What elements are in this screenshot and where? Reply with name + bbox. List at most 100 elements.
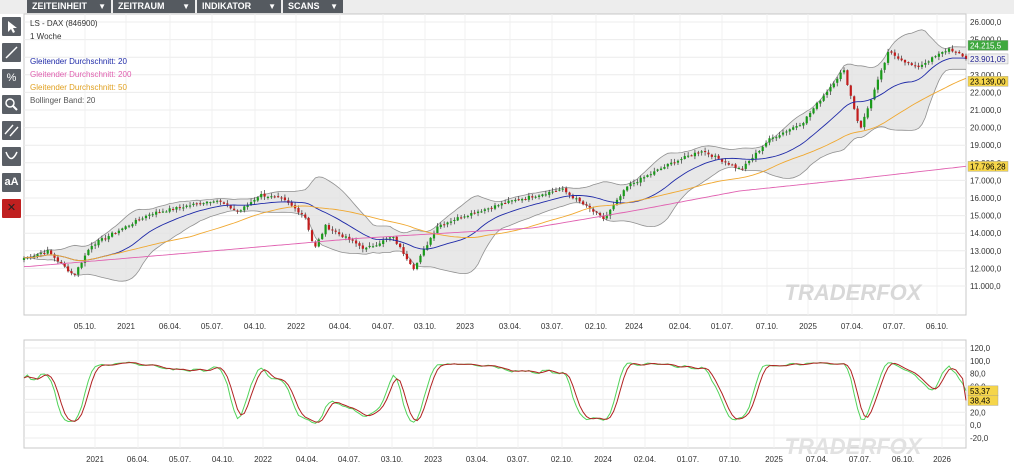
candle xyxy=(399,242,402,249)
parallel-lines-icon[interactable] xyxy=(2,121,21,140)
candle xyxy=(466,214,469,219)
percent-tool-icon[interactable]: % xyxy=(2,69,21,88)
sma50-line xyxy=(23,77,967,262)
candle xyxy=(788,128,791,135)
candle xyxy=(531,194,534,201)
candle xyxy=(639,175,642,187)
candle xyxy=(866,106,869,120)
candle xyxy=(900,55,903,62)
candle xyxy=(832,80,835,89)
line-tool-icon[interactable] xyxy=(2,43,21,62)
candle xyxy=(480,209,483,213)
candle xyxy=(758,150,761,154)
stoch-y-tick-label: -20,0 xyxy=(970,434,989,443)
y-tick-label: 20.000,0 xyxy=(970,124,1002,133)
candle xyxy=(43,249,46,255)
candle xyxy=(50,249,53,255)
candle xyxy=(819,99,822,107)
candle xyxy=(673,158,676,166)
stoch-x-tick-label: 2024 xyxy=(594,455,612,464)
candle xyxy=(863,113,866,130)
candle xyxy=(927,60,930,65)
candle xyxy=(144,214,148,221)
candle xyxy=(870,98,873,112)
candle xyxy=(802,121,805,129)
candle xyxy=(578,197,581,204)
candle xyxy=(907,61,910,66)
candle xyxy=(890,50,893,55)
stoch-tag: 38,43 xyxy=(967,395,999,406)
candle xyxy=(941,51,944,57)
candle xyxy=(165,210,168,213)
candle xyxy=(653,167,656,176)
watermarks: TRADERFOX TRADERFOX xyxy=(785,280,923,459)
x-tick-label: 07.07. xyxy=(883,322,905,331)
menu-indikator[interactable]: INDIKATOR ▼ xyxy=(197,0,281,13)
chevron-down-icon: ▼ xyxy=(268,2,276,11)
candle xyxy=(73,273,76,277)
candle xyxy=(473,209,476,215)
stoch-x-tick-label: 02.10. xyxy=(551,455,573,464)
chart-legend: LS - DAX (846900) 1 Woche Gleitender Dur… xyxy=(30,19,132,105)
candle xyxy=(94,242,97,250)
grid-lines xyxy=(23,13,967,449)
candle xyxy=(202,202,205,206)
candle xyxy=(229,204,232,210)
candle xyxy=(958,50,961,54)
candle xyxy=(568,191,571,199)
traderfox-watermark-lower: TRADERFOX xyxy=(785,434,923,459)
candle xyxy=(507,197,510,205)
candle xyxy=(368,242,371,249)
delete-icon[interactable]: ✕ xyxy=(2,199,21,218)
candle xyxy=(629,181,632,190)
zoom-icon[interactable] xyxy=(2,95,21,114)
menu-scans[interactable]: SCANS ▼ xyxy=(283,0,343,13)
candle xyxy=(809,110,812,121)
candle xyxy=(771,134,774,142)
candle xyxy=(853,95,856,111)
candle xyxy=(205,200,209,206)
y-tick-label: 12.000,0 xyxy=(970,264,1002,273)
candle xyxy=(412,262,415,271)
candle xyxy=(690,154,693,157)
candle xyxy=(880,68,883,83)
candle xyxy=(636,179,639,186)
candle xyxy=(727,160,730,166)
y-tick-label: 21.000,0 xyxy=(970,106,1002,115)
price-tag: 23.139,00 xyxy=(967,76,1009,87)
candle xyxy=(697,150,700,157)
legend-sma20: Gleitender Durchschnitt: 20 xyxy=(30,57,127,66)
candle xyxy=(131,222,134,228)
candle xyxy=(212,200,215,204)
x-tick-label: 05.07. xyxy=(201,322,223,331)
cursor-icon[interactable] xyxy=(2,17,21,36)
candle xyxy=(707,149,710,158)
candle xyxy=(822,93,825,102)
stoch-x-tick-label: 02.04. xyxy=(634,455,656,464)
text-tool-icon[interactable]: aA xyxy=(2,173,21,192)
axes: 26.000,025.000,024.000,023.000,022.000,0… xyxy=(74,18,1002,464)
x-tick-label: 03.04. xyxy=(499,322,521,331)
candle xyxy=(693,149,697,160)
y-tick-label: 15.000,0 xyxy=(970,212,1002,221)
candle xyxy=(642,175,646,182)
menu-zeiteinheit[interactable]: ZEITEINHEIT ▼ xyxy=(27,0,111,13)
candle xyxy=(402,243,405,257)
candle xyxy=(300,210,303,218)
candle xyxy=(307,216,310,232)
x-tick-label: 04.10. xyxy=(244,322,266,331)
stoch-x-tick-label: 07.10. xyxy=(719,455,741,464)
candle xyxy=(829,83,832,96)
candle xyxy=(63,261,66,268)
candle xyxy=(914,61,917,69)
candle xyxy=(741,165,744,171)
candle xyxy=(500,201,503,209)
price-labels: 24.215,5 23.901,05 23.139,00 17.796,28 53,37… xyxy=(967,40,1009,406)
stoch-tag: 53,37 xyxy=(967,385,999,397)
x-tick-label: 2025 xyxy=(799,322,817,331)
curve-tool-icon[interactable] xyxy=(2,147,21,166)
candle xyxy=(781,129,785,137)
chevron-down-icon: ▼ xyxy=(330,2,338,11)
menu-zeitraum[interactable]: ZEITRAUM ▼ xyxy=(113,0,195,13)
candle xyxy=(290,200,293,208)
